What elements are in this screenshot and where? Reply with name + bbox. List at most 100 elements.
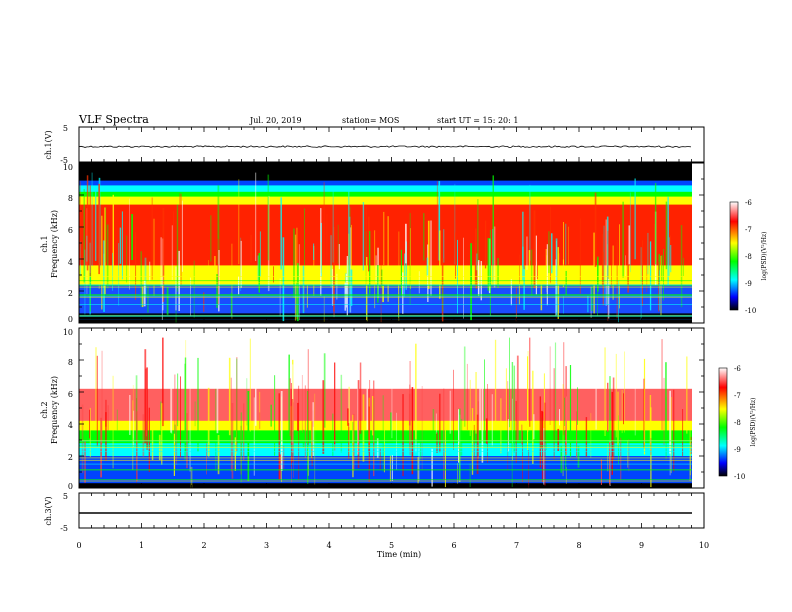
ch1-spec-streak (323, 182, 325, 262)
ch2-spec-streak (290, 405, 292, 445)
ch2-spec-streak (623, 393, 624, 425)
ch1-spec-streak (84, 249, 86, 315)
ch2-spec-streak (368, 389, 369, 453)
ch1-spec-streak (89, 273, 91, 312)
ch2-spec-streak (206, 443, 207, 475)
ch1-spec-streak (217, 238, 219, 306)
ch1-ytick-bottom: -5 (60, 156, 68, 165)
ch1-spec-streak (332, 190, 334, 263)
ch2-spec-streak (171, 344, 173, 434)
ch1-spec-streak (176, 204, 179, 292)
ch2-spec-streak (443, 388, 445, 481)
ch1-spec-streak (546, 244, 548, 306)
ch2-spec-streak (449, 390, 452, 434)
ch2-spectrogram-streaks (79, 337, 692, 488)
ch2-spec-streak (379, 448, 381, 471)
ch1-spec-streak (665, 201, 668, 270)
ch2-spec-line (79, 480, 692, 482)
ch2-colorbar-gradient (718, 367, 728, 477)
ch2-spec-ylabel-2: Frequency (kHz) (50, 376, 59, 444)
ch1-spec-streak (181, 200, 183, 272)
ch2-cb-tick-6: -6 (734, 365, 741, 373)
ch1-spec-streak (91, 172, 93, 266)
ch2-spec-streak (557, 428, 560, 451)
ch1-spec-streak (175, 266, 177, 311)
ch2-spec-streak (481, 386, 484, 463)
ch1-spec-streak (607, 230, 609, 321)
ch1-cb-tick-6: -6 (745, 199, 752, 207)
ch2-spec-streak (611, 391, 613, 475)
ch2-spec-streak (485, 418, 488, 444)
ch2-spec-streak (511, 362, 514, 449)
ch2-spec-streak (418, 442, 420, 482)
ch2-spec-streak (415, 343, 417, 440)
ch1-spec-streak (320, 208, 322, 296)
ch1-spec-streak (280, 197, 282, 270)
ch2-spec-streak (618, 415, 619, 465)
ch2-spec-streak (543, 373, 545, 428)
ch2-spec-streak (291, 399, 294, 463)
ch2-spec-streak (663, 377, 665, 445)
ch3-ytick-top: 5 (63, 492, 68, 501)
ch1-spec-line (79, 295, 692, 297)
ch1-spectrogram-streaks (79, 172, 692, 323)
ch1-spec-streak (163, 210, 165, 276)
ch1-spec-streak (670, 245, 672, 273)
ch2-spec-streak (236, 357, 238, 452)
ch2-spec-streak (368, 397, 370, 446)
ch2-spec-streak (135, 375, 138, 442)
ch2-spec-streak (421, 386, 423, 471)
ch1-spec-streak (550, 206, 551, 284)
ch2-colorbar: -6 -7 -8 -9 -10 log(PSD)(V²/Hz) (718, 365, 757, 481)
ch1-spec-streak (603, 225, 605, 305)
ch2-spec-streak (160, 401, 162, 430)
ch2-spec-streak (162, 337, 164, 427)
ch1-spec-streak (173, 211, 174, 260)
ch1-spec-streak (436, 181, 438, 262)
ch1-cb-tick-10: -10 (745, 307, 756, 315)
ch2-spec-streak (612, 377, 615, 460)
ch1-ytick-top: 5 (63, 124, 68, 133)
ch2-spec-streak (565, 446, 567, 471)
ch2-spec-streak (515, 400, 517, 463)
ch2-colorbar-label: log(PSD)(V²/Hz) (750, 398, 757, 447)
ch2-spec-streak (402, 394, 404, 476)
ch2-spec-streak (107, 405, 109, 431)
ch2-spec-streak (621, 390, 623, 434)
ch2-spec-streak (283, 445, 285, 469)
x-tick-label-6: 6 (451, 541, 456, 550)
ch2-spec-streak (215, 388, 217, 471)
ch2-spec-streak (673, 389, 675, 472)
x-tick-label-4: 4 (326, 541, 331, 550)
ch1-spec-streak (238, 179, 240, 265)
ch1-spec-streak (484, 220, 487, 269)
ch1-spec-streak (140, 251, 142, 307)
ch1-spec-streak (641, 240, 643, 306)
ch1-spec-streak (405, 241, 407, 290)
ch2-spec-streak (390, 412, 392, 442)
ch2-spec-streak (595, 386, 597, 430)
ch2-spec-streak (112, 375, 114, 469)
ch1-spec-streak (267, 195, 270, 292)
ch2-ytick-4: 4 (68, 421, 73, 430)
ch2-spec-streak (563, 342, 565, 435)
ch1-spec-streak (89, 185, 91, 277)
ch2-spec-streak (477, 401, 479, 459)
ch1-spec-streak (160, 237, 162, 287)
ch1-spec-streak (295, 282, 298, 316)
ch1-colorbar: -6 -7 -8 -9 -10 log(PSD)(V²/Hz) (729, 199, 768, 315)
ch1-spec-streak (313, 243, 315, 260)
ch2-spec-streak (290, 383, 292, 467)
ch2-spec-streak (323, 353, 326, 428)
ch1-cb-tick-8: -8 (745, 253, 752, 261)
ch1-spec-streak (529, 184, 531, 261)
ch1-spec-streak (375, 255, 377, 283)
ch2-spec-streak (362, 394, 365, 462)
ch2-ytick-10: 10 (63, 328, 73, 337)
ch2-spec-streak (105, 412, 107, 461)
ch1-colorbar-gradient (729, 201, 739, 311)
ch1-spec-streak (565, 223, 567, 265)
ch2-cb-tick-10: -10 (734, 473, 745, 481)
ch1-spec-streak (106, 224, 109, 289)
